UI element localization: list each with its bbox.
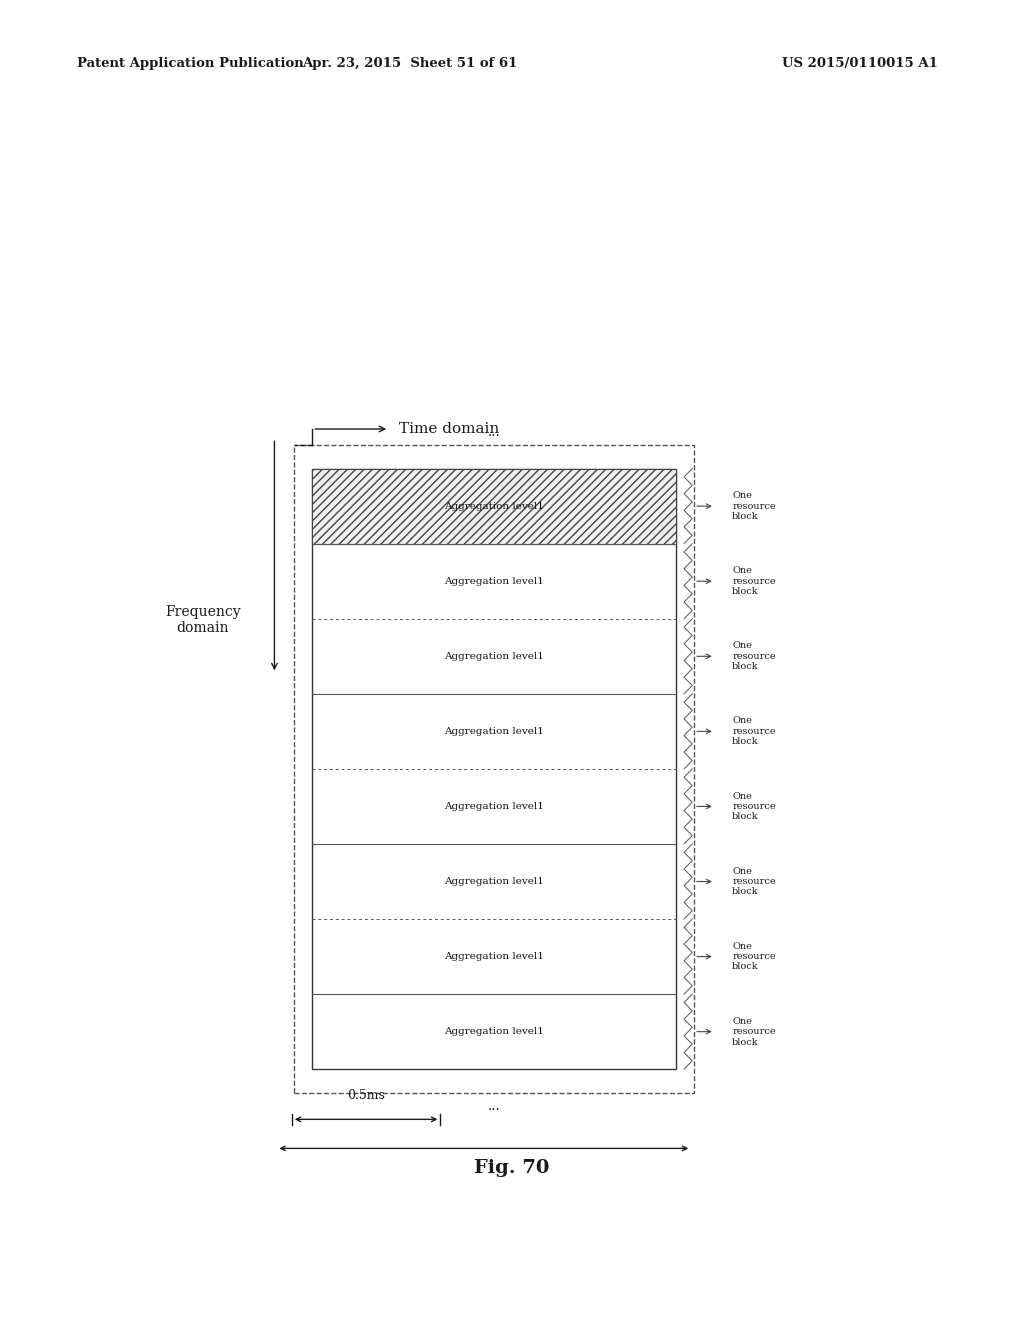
Text: Aggregation level1: Aggregation level1	[444, 727, 544, 735]
Text: One
resource
block: One resource block	[732, 792, 776, 821]
Text: One
resource
block: One resource block	[732, 491, 776, 521]
Text: Aggregation level1: Aggregation level1	[444, 502, 544, 511]
Bar	[294, 445, 694, 1093]
Text: Frequency
domain: Frequency domain	[165, 606, 241, 635]
Text: Fig. 70: Fig. 70	[474, 1159, 550, 1177]
Text: One
resource
block: One resource block	[732, 1016, 776, 1047]
Text: Aggregation level1: Aggregation level1	[444, 803, 544, 810]
Text: One
resource
block: One resource block	[732, 717, 776, 746]
Text: Patent Application Publication: Patent Application Publication	[77, 57, 303, 70]
Text: Aggregation level1: Aggregation level1	[444, 652, 544, 661]
Text: One
resource
block: One resource block	[732, 867, 776, 896]
Text: One
resource
block: One resource block	[732, 941, 776, 972]
Text: One
resource
block: One resource block	[732, 642, 776, 671]
Text: Aggregation level1: Aggregation level1	[444, 577, 544, 586]
Text: ...: ...	[487, 425, 501, 438]
Text: Aggregation level1: Aggregation level1	[444, 876, 544, 886]
Text: 0.5ms: 0.5ms	[347, 1089, 385, 1102]
Text: Apr. 23, 2015  Sheet 51 of 61: Apr. 23, 2015 Sheet 51 of 61	[302, 57, 517, 70]
Text: One
resource
block: One resource block	[732, 566, 776, 597]
Text: Time domain: Time domain	[399, 422, 500, 436]
Text: Aggregation level1: Aggregation level1	[444, 1027, 544, 1036]
Text: Aggregation level1: Aggregation level1	[444, 952, 544, 961]
Bar	[312, 469, 676, 544]
Text: US 2015/0110015 A1: US 2015/0110015 A1	[782, 57, 938, 70]
Bar	[312, 469, 676, 1069]
Text: ...: ...	[487, 1100, 501, 1113]
